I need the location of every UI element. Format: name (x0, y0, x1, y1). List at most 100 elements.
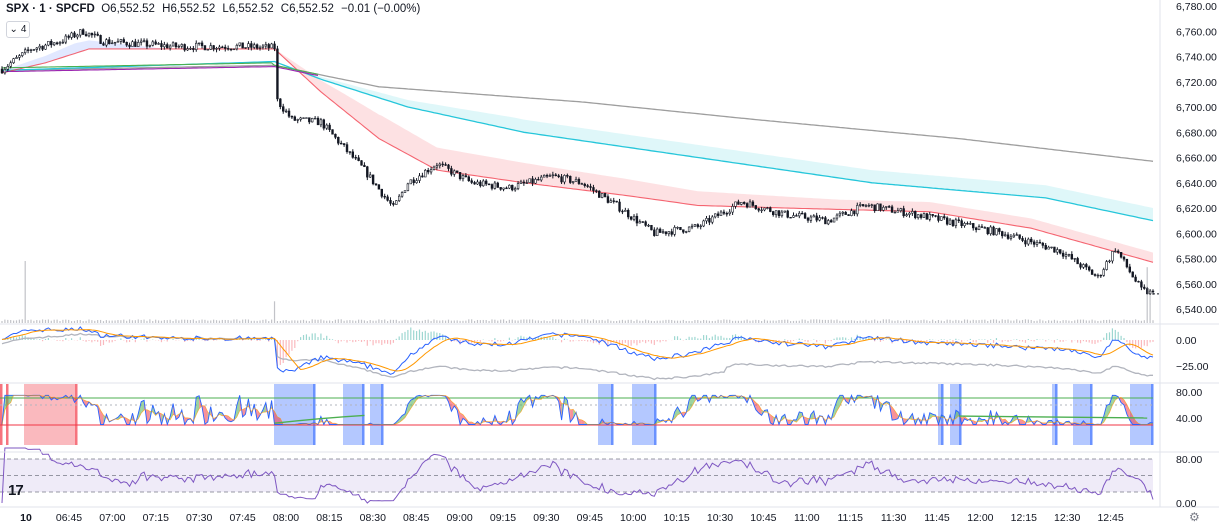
price-pane (0, 28, 1160, 323)
candle-body (105, 39, 108, 46)
candle-body (142, 40, 146, 42)
osc-fill (468, 422, 472, 425)
macd-histogram-bar (572, 340, 574, 342)
candle-body (1088, 266, 1091, 271)
volume-bar (398, 321, 400, 323)
blue-signal-zone (1130, 384, 1154, 445)
macd-histogram-bar (995, 338, 998, 340)
volume-bar (311, 319, 313, 323)
volume-bar (184, 319, 186, 323)
volume-bar (479, 320, 481, 323)
osc-fill (204, 405, 208, 425)
volume-bar (1146, 267, 1148, 323)
candle-body (595, 190, 598, 192)
volume-bar (610, 320, 612, 323)
candle-body (783, 210, 786, 213)
volume-bar (839, 320, 841, 323)
macd-histogram-bar (645, 340, 647, 344)
candle-body (905, 214, 908, 217)
macd-histogram-bar (694, 336, 696, 340)
candle-body (803, 213, 807, 219)
candle-body (166, 44, 169, 49)
candle-body (386, 196, 389, 201)
volume-bar (888, 319, 890, 323)
indicators-collapse-button[interactable]: ⌄ 4 (6, 21, 30, 38)
time-tick-label: 08:15 (316, 512, 342, 524)
candle-body (238, 42, 241, 46)
volume-bar (88, 319, 90, 323)
volume-bar (633, 321, 635, 323)
volume-bar (688, 320, 690, 323)
macd-histogram-bar (134, 340, 136, 343)
volume-bar (1021, 319, 1024, 323)
tradingview-logo[interactable]: 17 (8, 482, 24, 499)
volume-bar (1024, 319, 1027, 323)
osc-fill (257, 409, 261, 420)
candle-body (693, 224, 697, 227)
volume-bar (642, 320, 644, 323)
macd-histogram-bar (288, 340, 290, 355)
divergence-line (958, 415, 1148, 419)
blue-signal-zone (598, 384, 614, 445)
candle-body (154, 41, 157, 45)
macd-histogram-bar (955, 338, 957, 340)
symbol-title[interactable]: SPX · 1 · SPCFD (6, 3, 95, 15)
macd-histogram-bar (882, 340, 884, 341)
macd-histogram-bar (1143, 340, 1145, 346)
volume-bar (62, 319, 64, 323)
macd-histogram-bar (517, 337, 519, 340)
macd-histogram-bar (990, 339, 992, 340)
macd-histogram-bar (865, 337, 867, 340)
osc-fill (274, 411, 278, 425)
macd-histogram-bar (424, 330, 426, 340)
volume-bar (879, 320, 882, 323)
osc-fill (894, 410, 898, 420)
candle-body (757, 208, 760, 211)
candle-body (273, 43, 276, 50)
volume-bar (166, 320, 168, 323)
macd-histogram-bar (726, 337, 728, 340)
candle-body (789, 216, 792, 219)
price-tick-label: 6,560.00 (1176, 279, 1217, 291)
candle-body (1030, 238, 1033, 243)
macd-histogram-bar (905, 340, 908, 343)
macd-histogram-bar (70, 338, 73, 340)
macd-histogram-bar (618, 340, 621, 346)
volume-bar (555, 319, 557, 323)
volume-bar (430, 320, 432, 323)
candle-body (435, 165, 439, 168)
volume-bar (871, 320, 873, 323)
macd-histogram-bar (807, 340, 809, 343)
candle-body (282, 106, 285, 112)
volume-bar (337, 319, 339, 323)
macd-histogram-bar (1111, 328, 1114, 340)
volume-bar (1001, 319, 1003, 323)
volume-bar (659, 320, 661, 323)
volume-bar (323, 320, 325, 323)
macd-histogram-bar (444, 335, 447, 340)
macd-histogram-bar (1082, 340, 1085, 342)
volume-bar (291, 320, 293, 323)
macd-histogram-bar (604, 340, 606, 344)
volume-bar (940, 320, 942, 323)
candle-body (725, 213, 729, 215)
volume-bar (784, 319, 786, 323)
volume-bar (491, 319, 493, 323)
candle-body (470, 180, 473, 183)
macd-histogram-bar (508, 337, 510, 340)
candle-body (258, 46, 262, 49)
candle-body (334, 133, 337, 138)
candle-body (174, 42, 178, 48)
osc-fill (1005, 419, 1009, 425)
volume-bar (369, 320, 371, 323)
ema-cloud-cyan (2, 61, 1153, 221)
gear-icon[interactable]: ⚙ (1189, 510, 1200, 524)
macd-histogram-bar (329, 338, 331, 340)
candle-body (618, 201, 621, 212)
volume-bar (36, 320, 38, 323)
volume-bar (549, 321, 551, 323)
volume-bar (665, 319, 667, 323)
candle-body (90, 32, 94, 36)
volume-bar (903, 320, 905, 323)
